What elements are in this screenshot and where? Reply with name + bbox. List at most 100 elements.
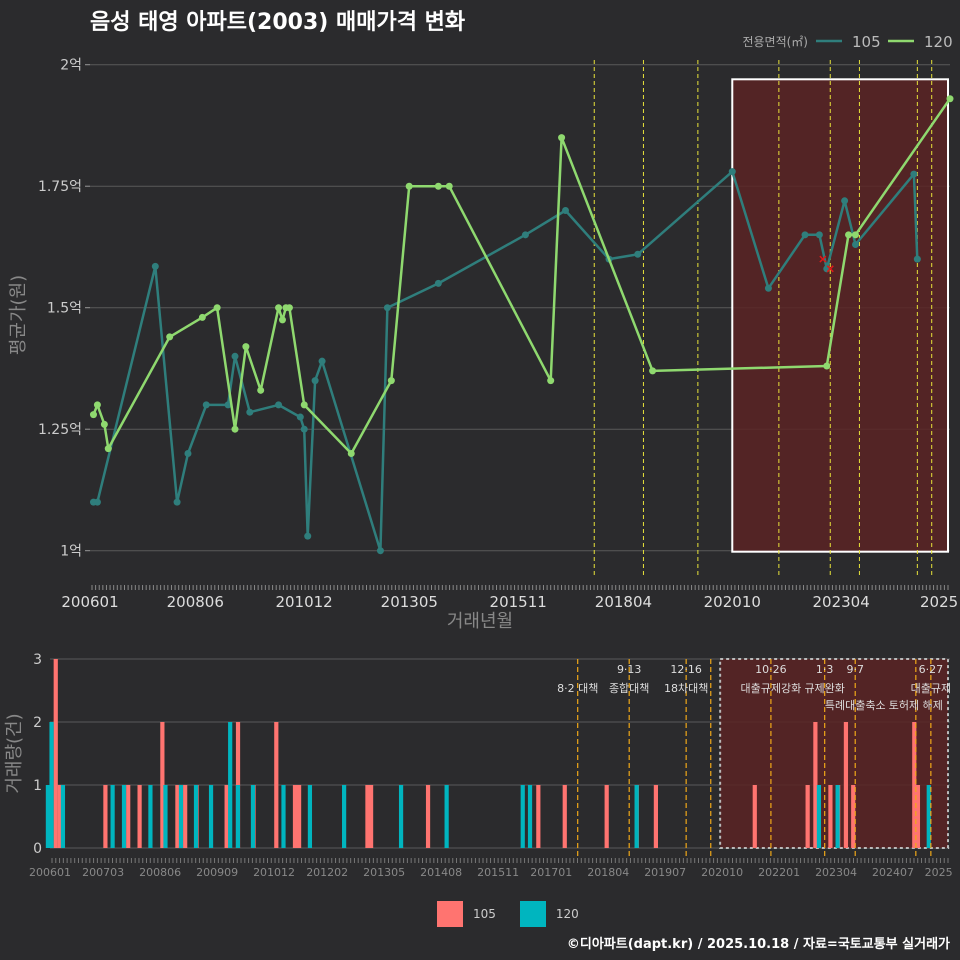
data-point-105 bbox=[634, 250, 642, 258]
volume-bar-105 bbox=[368, 785, 374, 848]
volume-bar-105 bbox=[425, 785, 431, 848]
volume-bar-120 bbox=[634, 785, 639, 848]
data-point-120 bbox=[278, 316, 286, 324]
volume-bar-120 bbox=[163, 785, 168, 848]
x-tick-label: 201012 bbox=[253, 866, 295, 879]
x-tick-label: 201202 bbox=[306, 866, 348, 879]
data-point-105 bbox=[434, 279, 442, 287]
volume-bar-120 bbox=[307, 785, 313, 848]
volume-bar-120 bbox=[110, 785, 115, 848]
data-point-105 bbox=[93, 498, 101, 506]
volume-legend: 105 120 bbox=[437, 901, 579, 927]
data-point-120 bbox=[300, 401, 308, 409]
data-point-120 bbox=[285, 304, 293, 312]
x-tick-label: 200909 bbox=[196, 866, 238, 879]
data-point-105 bbox=[231, 352, 239, 360]
y-tick-label: 2 bbox=[33, 715, 42, 731]
x-axis-title: 거래년월 bbox=[447, 611, 513, 632]
volume-bar-105 bbox=[224, 785, 229, 848]
y-tick-label: 0 bbox=[33, 841, 42, 857]
event-date: 9·7 bbox=[846, 663, 864, 676]
legend-item-105: 105 bbox=[437, 901, 496, 927]
y-tick-label: 3 bbox=[33, 652, 42, 668]
event-label: 토허제 해제 bbox=[889, 698, 943, 712]
data-point-105 bbox=[764, 284, 772, 292]
data-point-105 bbox=[300, 425, 308, 433]
x-tick-label: 201511 bbox=[490, 593, 547, 611]
data-point-120 bbox=[445, 182, 453, 190]
event-date: 1·3 bbox=[816, 663, 834, 676]
event-label: 18차대책 bbox=[664, 682, 708, 695]
y-tick-label: 1.5억 bbox=[47, 301, 82, 317]
volume-chart: 0 1 2 3 거래량(건) 8·2 대책 9·13 종합대책 12·16 18차대책 10·26 대… bbox=[4, 652, 953, 879]
data-point-120 bbox=[213, 304, 221, 312]
legend-label-120: 120 bbox=[555, 907, 579, 921]
volume-bar-105 bbox=[912, 722, 917, 848]
x-tick-label: 202010 bbox=[704, 593, 761, 611]
data-point-120 bbox=[946, 95, 954, 103]
volume-bar-120 bbox=[60, 785, 66, 848]
volume-bar-120 bbox=[926, 785, 931, 848]
volume-bar-120 bbox=[45, 785, 50, 848]
volume-bar-105 bbox=[915, 785, 921, 848]
volume-bar-120 bbox=[342, 785, 347, 848]
volume-bar-105 bbox=[365, 785, 370, 848]
legend-item-120: 120 bbox=[519, 901, 579, 927]
volume-bar-105 bbox=[137, 785, 142, 848]
data-point-105 bbox=[376, 547, 384, 555]
volume-bar-120 bbox=[208, 785, 214, 848]
legend-swatch-120 bbox=[519, 901, 546, 927]
volume-bar-120 bbox=[816, 785, 822, 848]
x-tick-label: 2025 bbox=[925, 866, 953, 879]
x-tick-label: 200806 bbox=[139, 866, 181, 879]
event-label: 대출규제 bbox=[911, 682, 951, 695]
volume-bar-105 bbox=[536, 785, 541, 848]
event-date: 12·16 bbox=[670, 663, 702, 676]
volume-bar-105 bbox=[843, 722, 849, 848]
data-point-105 bbox=[184, 450, 192, 458]
x-tick-label: 201305 bbox=[381, 593, 438, 611]
y-tick-label: 1억 bbox=[60, 544, 82, 560]
data-point-120 bbox=[231, 425, 239, 433]
volume-bar-105 bbox=[103, 785, 108, 848]
legend-label-105: 105 bbox=[852, 33, 881, 51]
data-point-105 bbox=[801, 231, 809, 239]
x-tick-label: 202407 bbox=[872, 866, 914, 879]
event-date: 10·26 bbox=[755, 663, 787, 676]
y-axis-title: 거래량(건) bbox=[4, 713, 25, 793]
legend-title: 전용면적(㎡) bbox=[742, 35, 808, 49]
data-point-120 bbox=[93, 401, 101, 409]
footer-credit: ©디아파트(dapt.kr) / 2025.10.18 / 자료=국토교통부 실… bbox=[566, 937, 950, 952]
page-title: 음성 태영 아파트(2003) 매매가격 변화 bbox=[90, 10, 466, 35]
data-point-120 bbox=[845, 231, 853, 239]
event-date: 9·13 bbox=[617, 663, 642, 676]
x-tick-label: 202010 bbox=[701, 866, 743, 879]
x-tick-label: 200601 bbox=[61, 593, 118, 611]
x-tick-label: 201701 bbox=[530, 866, 572, 879]
data-point-120 bbox=[257, 386, 265, 394]
volume-bar-120 bbox=[444, 785, 449, 848]
data-point-120 bbox=[852, 231, 860, 239]
data-point-105 bbox=[275, 401, 283, 409]
data-point-105 bbox=[246, 408, 254, 416]
data-point-105 bbox=[728, 168, 736, 176]
data-point-120 bbox=[242, 343, 250, 351]
y-tick-label: 1.25억 bbox=[38, 422, 82, 438]
volume-bar-105 bbox=[296, 785, 302, 848]
price-chart: 1억 1.25억 1.5억 1.75억 2억 200601 200806 201012 2013… bbox=[8, 58, 958, 632]
data-point-120 bbox=[275, 304, 283, 312]
volume-bar-120 bbox=[193, 785, 199, 848]
x-tick-label: 200703 bbox=[82, 866, 124, 879]
event-label: 대출규제강화 bbox=[741, 682, 802, 695]
data-point-120 bbox=[547, 377, 555, 385]
data-point-120 bbox=[166, 333, 174, 341]
data-point-120 bbox=[434, 182, 442, 190]
legend-label-105: 105 bbox=[473, 907, 496, 921]
volume-bar-120 bbox=[235, 785, 241, 848]
volume-bar-105 bbox=[175, 785, 180, 848]
data-point-120 bbox=[405, 182, 413, 190]
data-point-105 bbox=[304, 532, 312, 540]
data-point-105 bbox=[311, 377, 319, 385]
volume-bar-120 bbox=[121, 785, 127, 848]
